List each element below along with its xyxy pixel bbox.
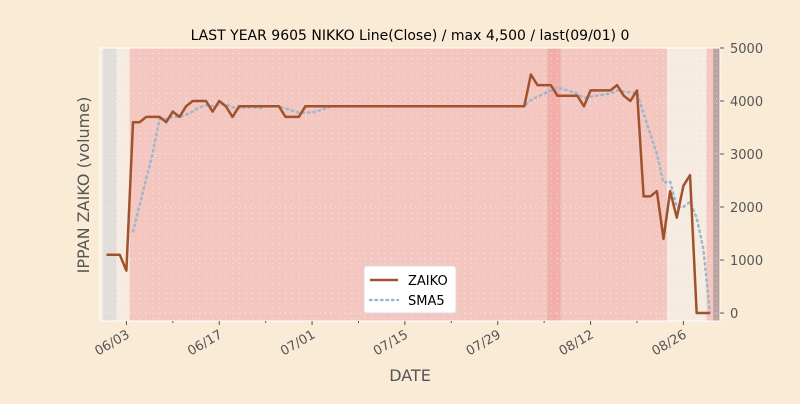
legend: ZAIKO SMA5 xyxy=(363,265,457,314)
shaded-region xyxy=(713,48,720,321)
x-tick-label: 06/17 xyxy=(185,327,225,359)
y-tick-label: 2000 xyxy=(730,201,763,216)
x-tick-label: 07/15 xyxy=(371,327,411,359)
y-axis-title: IPPAN ZAIKO (volume) xyxy=(74,97,93,274)
x-tick-label: 07/29 xyxy=(464,327,504,359)
y-tick-label: 4000 xyxy=(730,95,763,110)
y-tick-label: 5000 xyxy=(730,42,763,57)
x-tick-label: 06/03 xyxy=(92,327,132,359)
y-tick-label: 3000 xyxy=(730,148,763,163)
legend-label: ZAIKO xyxy=(408,274,448,289)
series-line-zaiko xyxy=(106,73,710,315)
x-tick-label: 08/26 xyxy=(649,327,689,359)
x-tick-label: 07/01 xyxy=(278,327,318,359)
shaded-region xyxy=(547,48,561,321)
x-axis-title: DATE xyxy=(389,366,431,385)
legend-label: SMA5 xyxy=(408,294,445,309)
shaded-region xyxy=(103,48,117,321)
y-tick-label: 1000 xyxy=(730,254,763,269)
plot-frame xyxy=(99,47,721,322)
x-tick-label: 08/12 xyxy=(557,327,597,359)
chart-title: LAST YEAR 9605 NIKKO Line(Close) / max 4… xyxy=(191,28,630,44)
y-tick-label: 0 xyxy=(730,307,738,322)
